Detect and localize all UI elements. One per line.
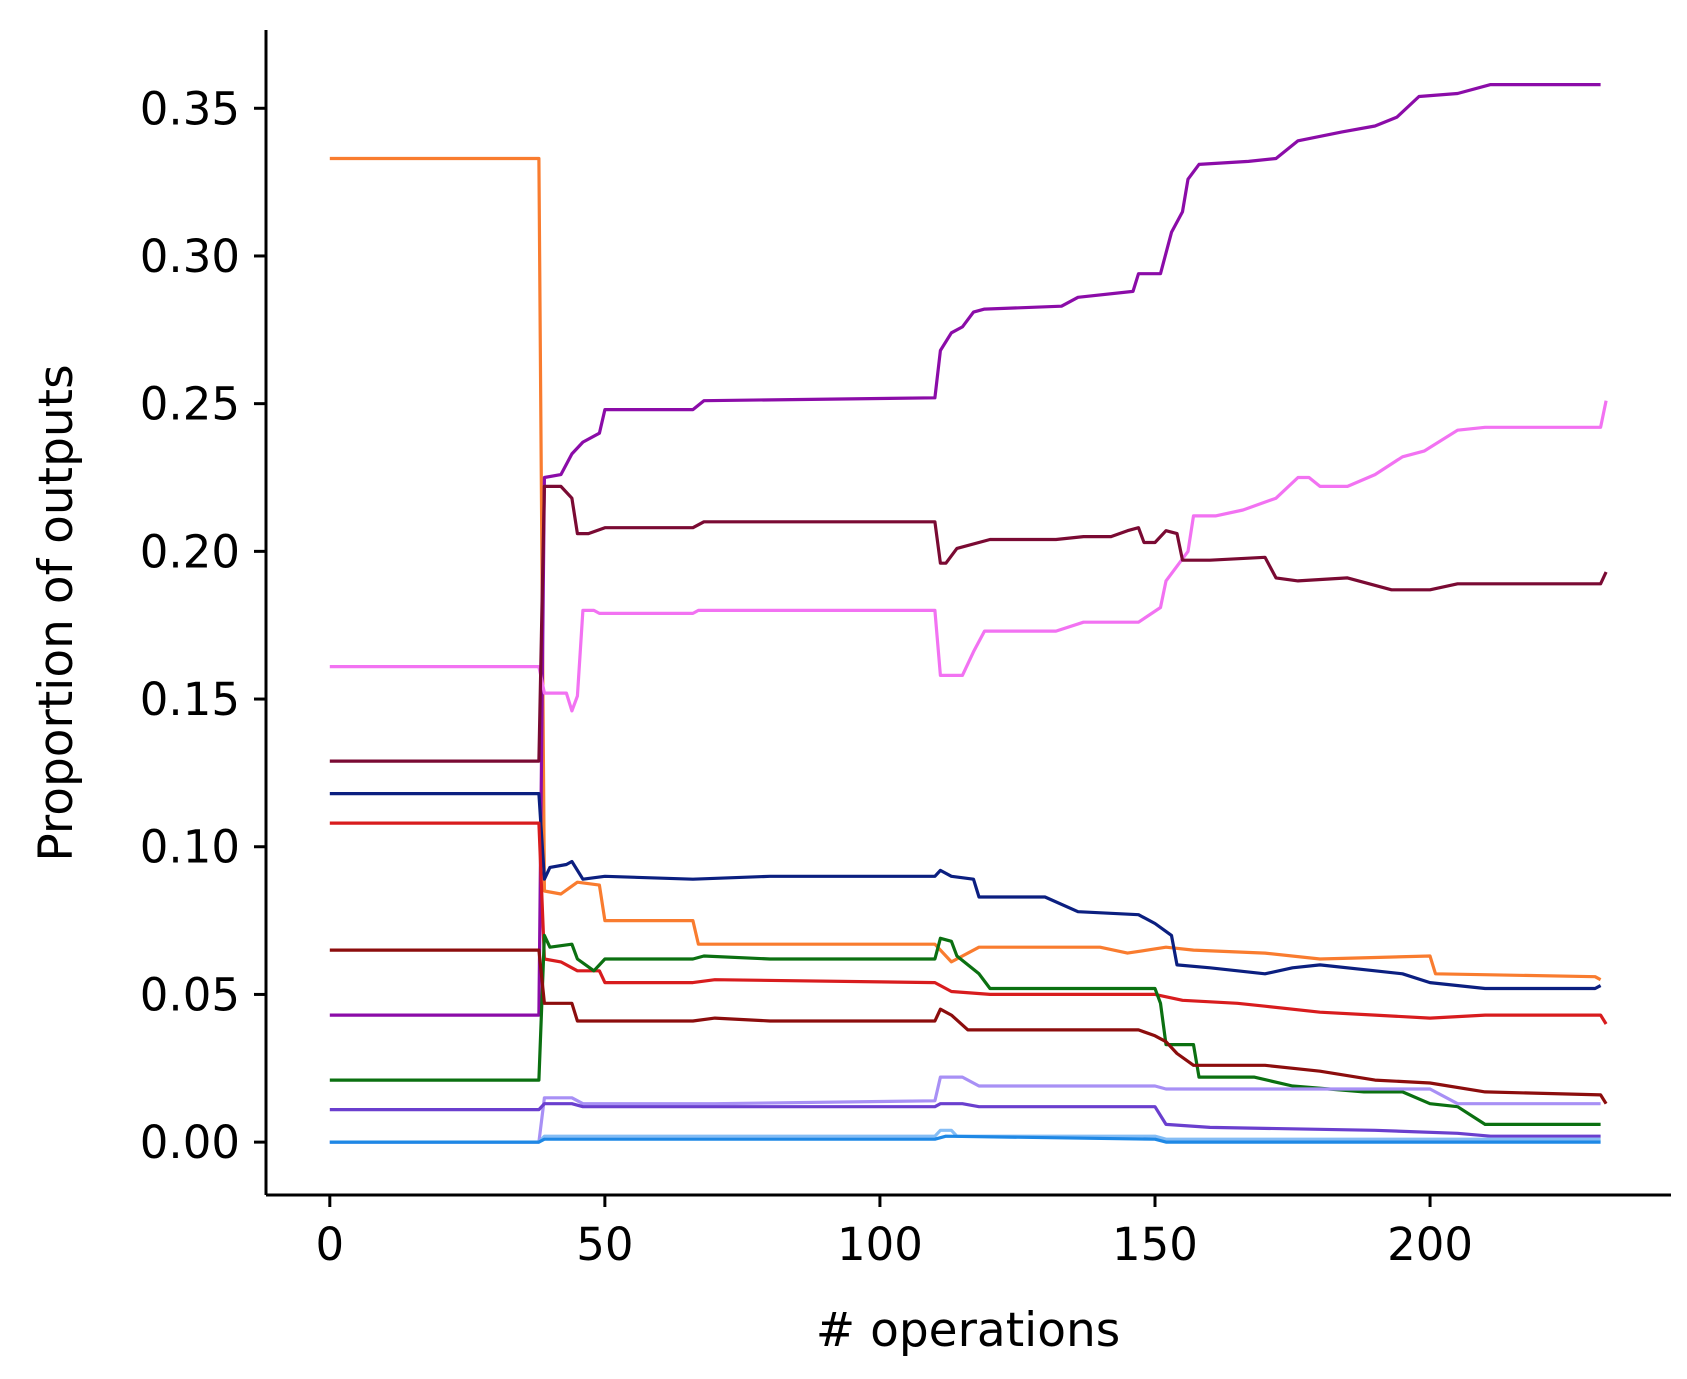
series-line-2 — [329, 83, 1601, 1017]
y-tick-label: 0.30 — [140, 230, 240, 283]
y-tick-layer: 0.00 0.05 0.10 0.15 0.20 0.25 0.30 0.35 — [140, 82, 266, 1169]
series-line-6 — [329, 821, 1608, 1025]
y-tick-label: 0.35 — [140, 82, 240, 135]
series-line-10 — [329, 1102, 1601, 1138]
x-axis-label: # operations — [816, 1303, 1120, 1358]
x-tick-label: 50 — [576, 1218, 633, 1271]
x-tick-layer: 0 50 100 150 200 — [315, 1195, 1473, 1271]
series-line-8 — [329, 948, 1608, 1105]
series-line-1 — [329, 156, 1602, 982]
series-line-9 — [329, 1075, 1601, 1144]
series-line-12 — [329, 1134, 1601, 1144]
x-tick-label: 0 — [315, 1218, 344, 1271]
y-tick-label: 0.20 — [140, 525, 240, 578]
y-tick-label: 0.15 — [140, 673, 240, 726]
x-tick-label: 150 — [1112, 1218, 1198, 1271]
y-tick-label: 0.00 — [140, 1116, 240, 1169]
y-tick-label: 0.05 — [140, 968, 240, 1021]
series-line-4 — [329, 484, 1608, 763]
y-tick-label: 0.25 — [140, 378, 240, 431]
series-line-7 — [329, 933, 1601, 1126]
series-line-3 — [329, 400, 1608, 713]
series-line-5 — [329, 792, 1602, 991]
x-tick-label: 100 — [837, 1218, 923, 1271]
y-tick-label: 0.10 — [140, 821, 240, 874]
x-tick-label: 200 — [1387, 1218, 1473, 1271]
axes-layer — [264, 30, 1671, 1197]
y-axis-label: Proportion of outputs — [29, 364, 84, 861]
series-layer — [329, 83, 1608, 1144]
